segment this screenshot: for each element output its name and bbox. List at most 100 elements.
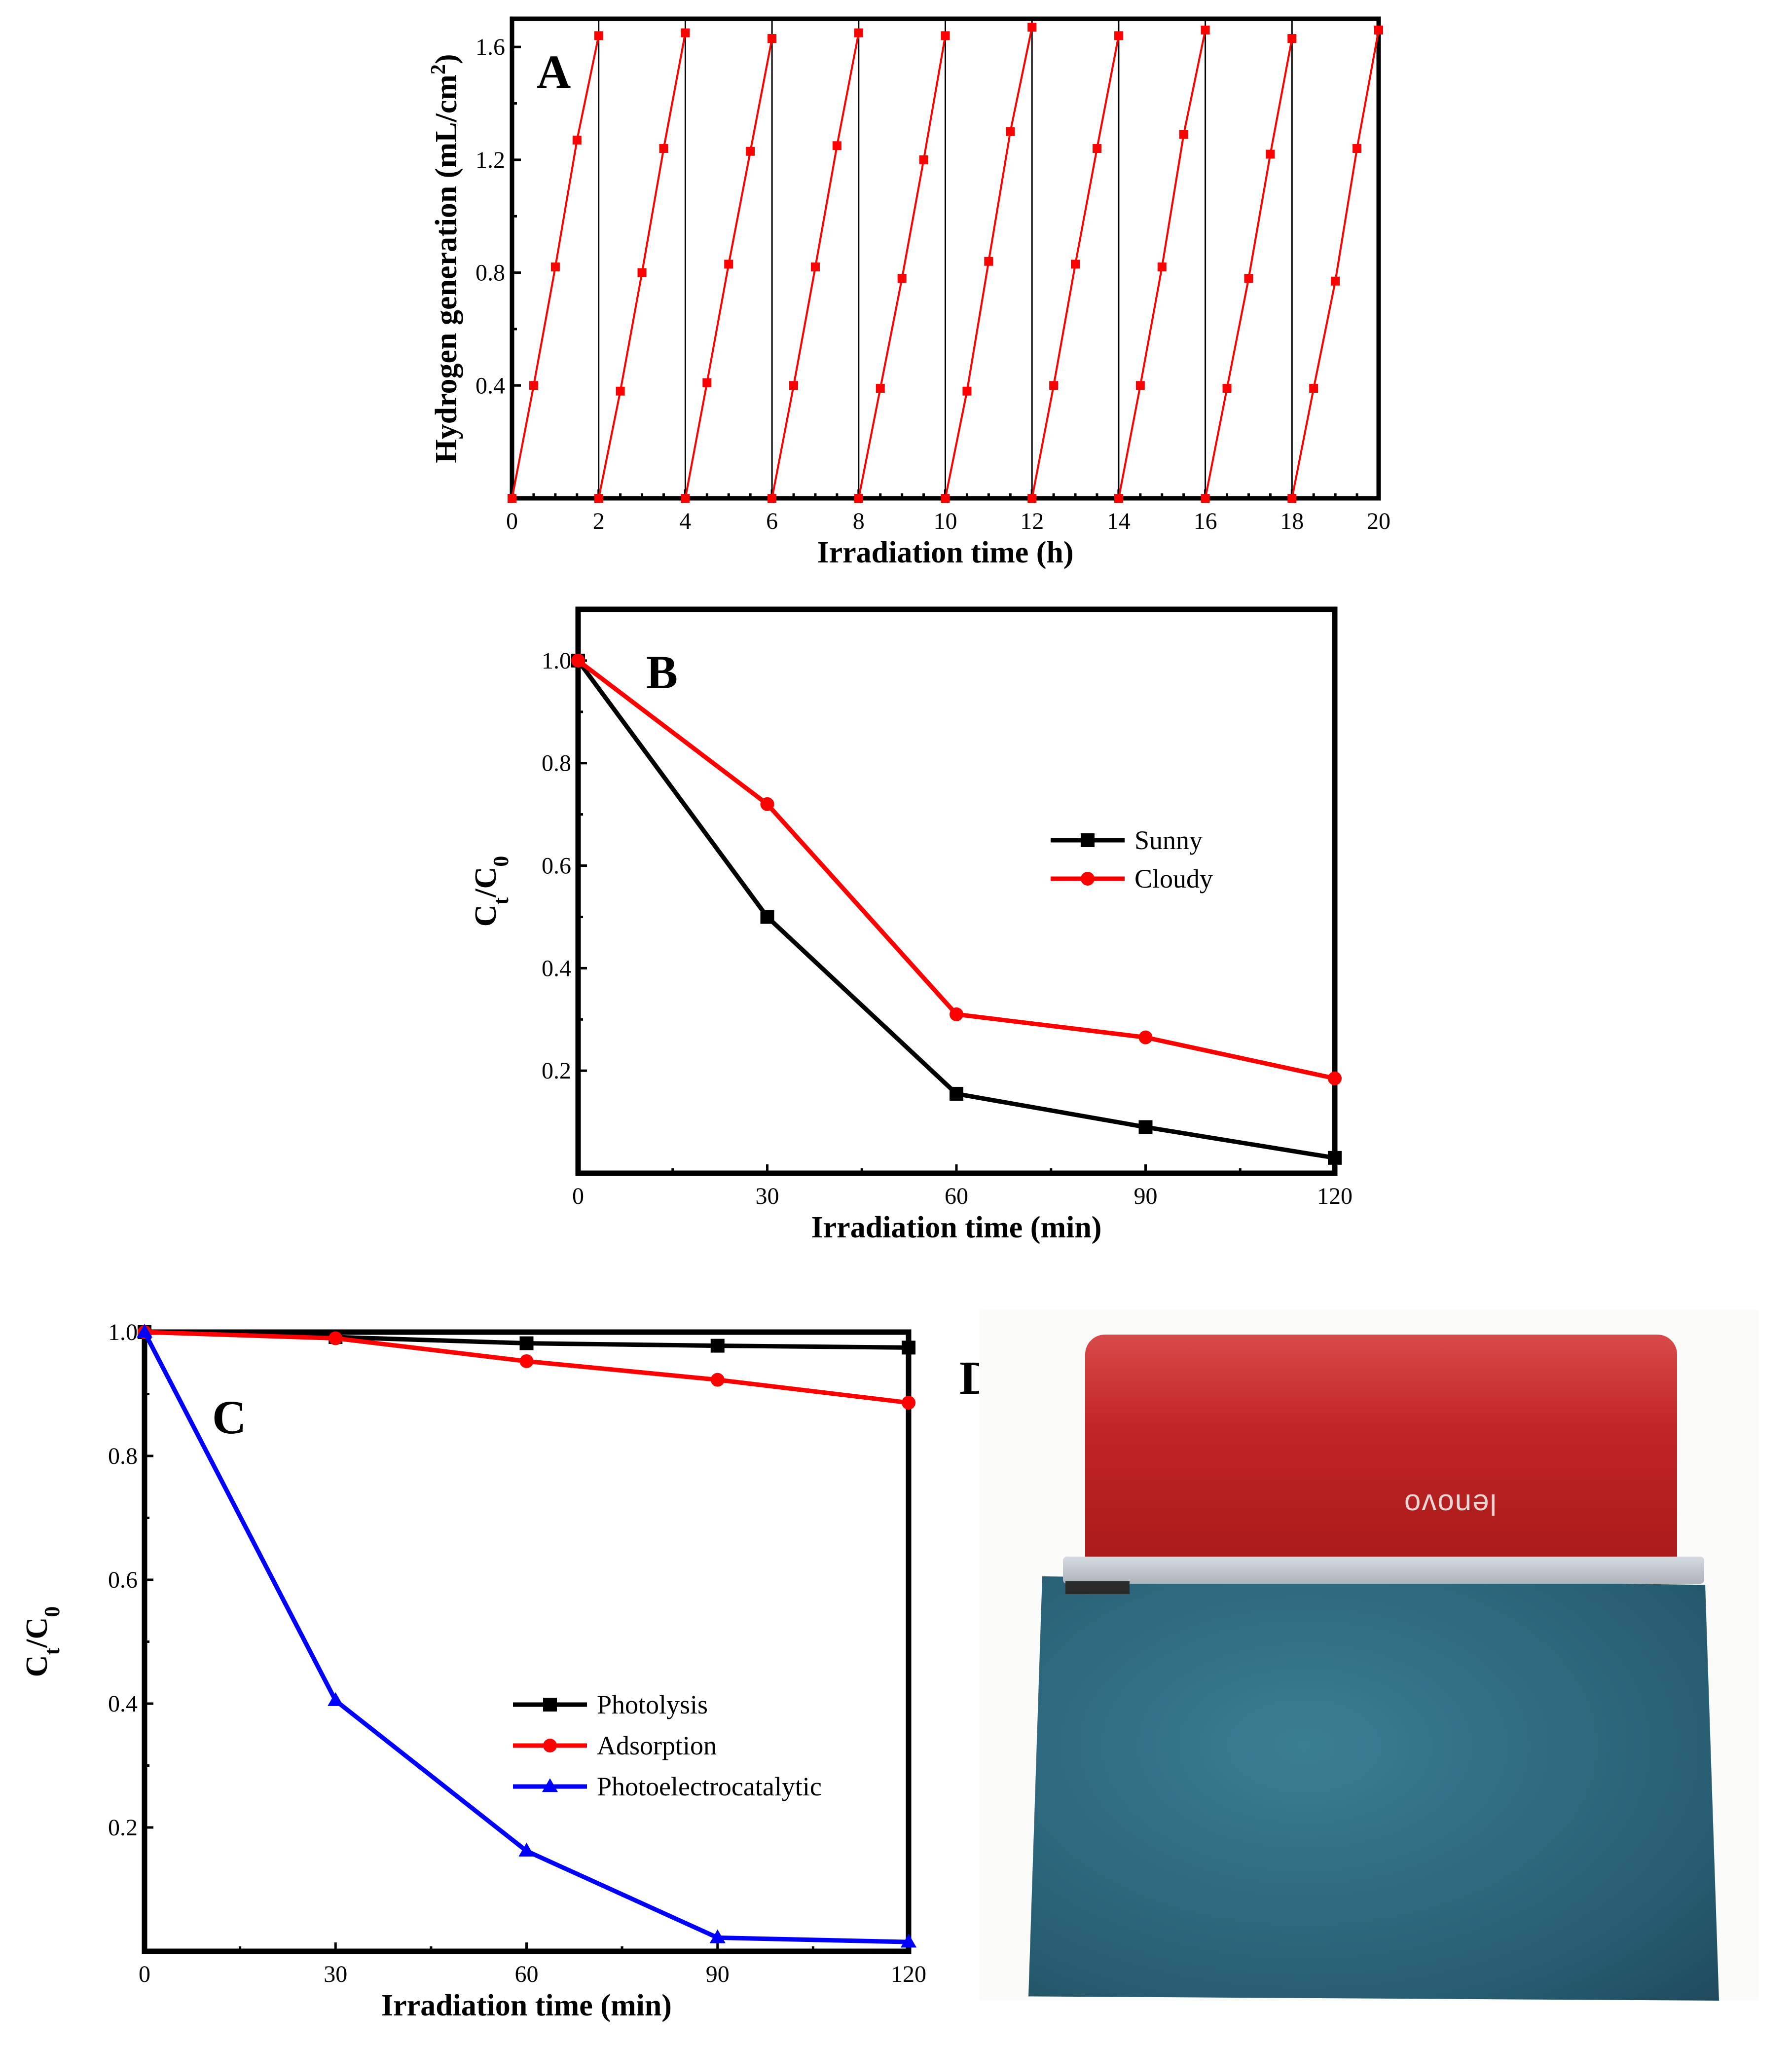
data-point-cloudy [571, 653, 585, 668]
x-tick-label: 2 [593, 508, 605, 534]
x-axis-title: Irradiation time (min) [381, 1989, 672, 2022]
data-point-cloudy [1328, 1071, 1342, 1085]
legend-marker [1081, 872, 1095, 886]
cycle-data-point [1201, 25, 1210, 35]
x-tick-label: 90 [706, 1961, 730, 1987]
cycle-data-point [1157, 262, 1167, 272]
panel-c-label: C [212, 1391, 246, 1444]
cycle-data-point [529, 381, 538, 390]
legend-label-adsorption: Adsorption [597, 1731, 717, 1760]
legend-label-photoelectrocatalytic: Photoelectrocatalytic [597, 1772, 822, 1801]
data-point-cloudy [760, 797, 774, 811]
cycle-data-point [919, 155, 928, 164]
cycle-line [597, 33, 687, 499]
laptop-photo: lenovo [979, 1310, 1758, 2001]
cycle-line [1204, 38, 1293, 499]
data-point-adsorption [710, 1373, 725, 1387]
cycle-data-point [1353, 144, 1362, 153]
x-tick-label: 90 [1134, 1183, 1158, 1209]
data-point-photolysis [710, 1339, 725, 1353]
cycle-data-point [746, 147, 755, 156]
y-axis-title: Ct/C0 [469, 856, 513, 927]
x-tick-label: 10 [934, 508, 957, 534]
data-point-photolysis [902, 1341, 915, 1355]
data-point-sunny [1328, 1151, 1342, 1165]
cycle-data-point [550, 262, 560, 272]
cycle-data-point [768, 34, 777, 43]
x-tick-label: 30 [324, 1961, 347, 1987]
cycle-data-point [1114, 494, 1123, 503]
x-tick-label: 16 [1194, 508, 1217, 534]
x-tick-label: 4 [679, 508, 691, 534]
y-tick-label: 0.8 [475, 260, 505, 286]
data-point-photoelectrocatalytic [136, 1324, 153, 1338]
y-axis-title: Hydrogen generation (mL/cm2) [427, 54, 463, 463]
plot-frame [142, 1329, 912, 1954]
cycle-data-point [789, 381, 799, 390]
cycle-data-point [897, 274, 907, 283]
y-tick-label: 0.2 [108, 1815, 138, 1841]
cycle-data-point [1027, 23, 1037, 32]
data-point-photolysis [519, 1336, 534, 1350]
legend-marker [543, 1698, 557, 1712]
y-tick-label: 0.8 [108, 1443, 138, 1469]
series-line-sunny [576, 659, 1335, 1160]
laptop-lid [1085, 1335, 1677, 1566]
x-tick-label: 14 [1107, 508, 1131, 534]
panel-b-label: B [646, 646, 678, 699]
panel-a-label: A [537, 45, 571, 98]
cycle-data-point [1287, 494, 1297, 503]
x-tick-label: 60 [515, 1961, 539, 1987]
cycle-data-point [1114, 31, 1123, 40]
cycle-data-point [681, 494, 690, 503]
legend-marker [543, 1739, 557, 1752]
cycle-data-point [876, 384, 885, 393]
cycle-data-point [1049, 381, 1059, 390]
x-axis-title: Irradiation time (min) [811, 1211, 1102, 1244]
cycle-data-point [810, 262, 820, 272]
cycle-data-point [594, 494, 603, 503]
laptop-base [1063, 1557, 1704, 1584]
x-tick-label: 20 [1367, 508, 1390, 534]
panel-b-chart: 0 30 60 90 120 0.2 0.4 0.6 0.8 1.0 Irradiation tim… [469, 606, 1353, 1244]
cycle-data-point [941, 494, 950, 503]
data-point-photoelectrocatalytic [328, 1692, 344, 1706]
cycle-data-point [1222, 384, 1232, 393]
legend-label-cloudy: Cloudy [1134, 864, 1213, 894]
sheet-electrode-tab [1065, 1581, 1130, 1594]
cycle-data-point [681, 28, 690, 37]
cycle-data-point [1331, 276, 1340, 286]
cycle-data-point [854, 494, 863, 503]
data-point-cloudy [950, 1007, 963, 1021]
x-tick-label: 30 [756, 1183, 779, 1209]
cycle-data-point [832, 141, 841, 150]
y-tick-label: 0.4 [108, 1691, 138, 1717]
cycle-data-point [1179, 130, 1188, 139]
cycle-data-point [768, 494, 777, 503]
y-tick-label: 1.0 [108, 1319, 138, 1345]
y-tick-label: 1.0 [542, 648, 571, 674]
cycle-data-point [1071, 260, 1080, 269]
cycle-data-point [1092, 144, 1101, 153]
x-tick-label: 120 [1317, 1183, 1353, 1209]
data-point-adsorption [902, 1396, 915, 1410]
x-tick-label: 0 [139, 1961, 150, 1987]
cycle-data-point [724, 260, 733, 269]
blue-coated-sheet [1028, 1576, 1719, 2001]
cycle-line [1291, 30, 1380, 499]
x-axis-title: Irradiation time (h) [817, 536, 1073, 569]
y-tick-label: 0.4 [542, 955, 571, 981]
cycle-data-point [854, 28, 863, 37]
legend-label-sunny: Sunny [1134, 825, 1203, 855]
legend-marker [542, 1778, 558, 1792]
data-point-sunny [950, 1086, 963, 1101]
y-axis-title: Ct/C0 [20, 1606, 64, 1677]
cycle-data-point [941, 31, 950, 40]
y-tick-label: 0.6 [108, 1567, 138, 1593]
y-tick-label: 0.8 [542, 750, 571, 777]
cycle-data-point [1266, 149, 1275, 159]
cycle-data-point [1201, 494, 1210, 503]
cycle-data-point [962, 386, 972, 396]
cycle-data-point [1244, 274, 1253, 283]
